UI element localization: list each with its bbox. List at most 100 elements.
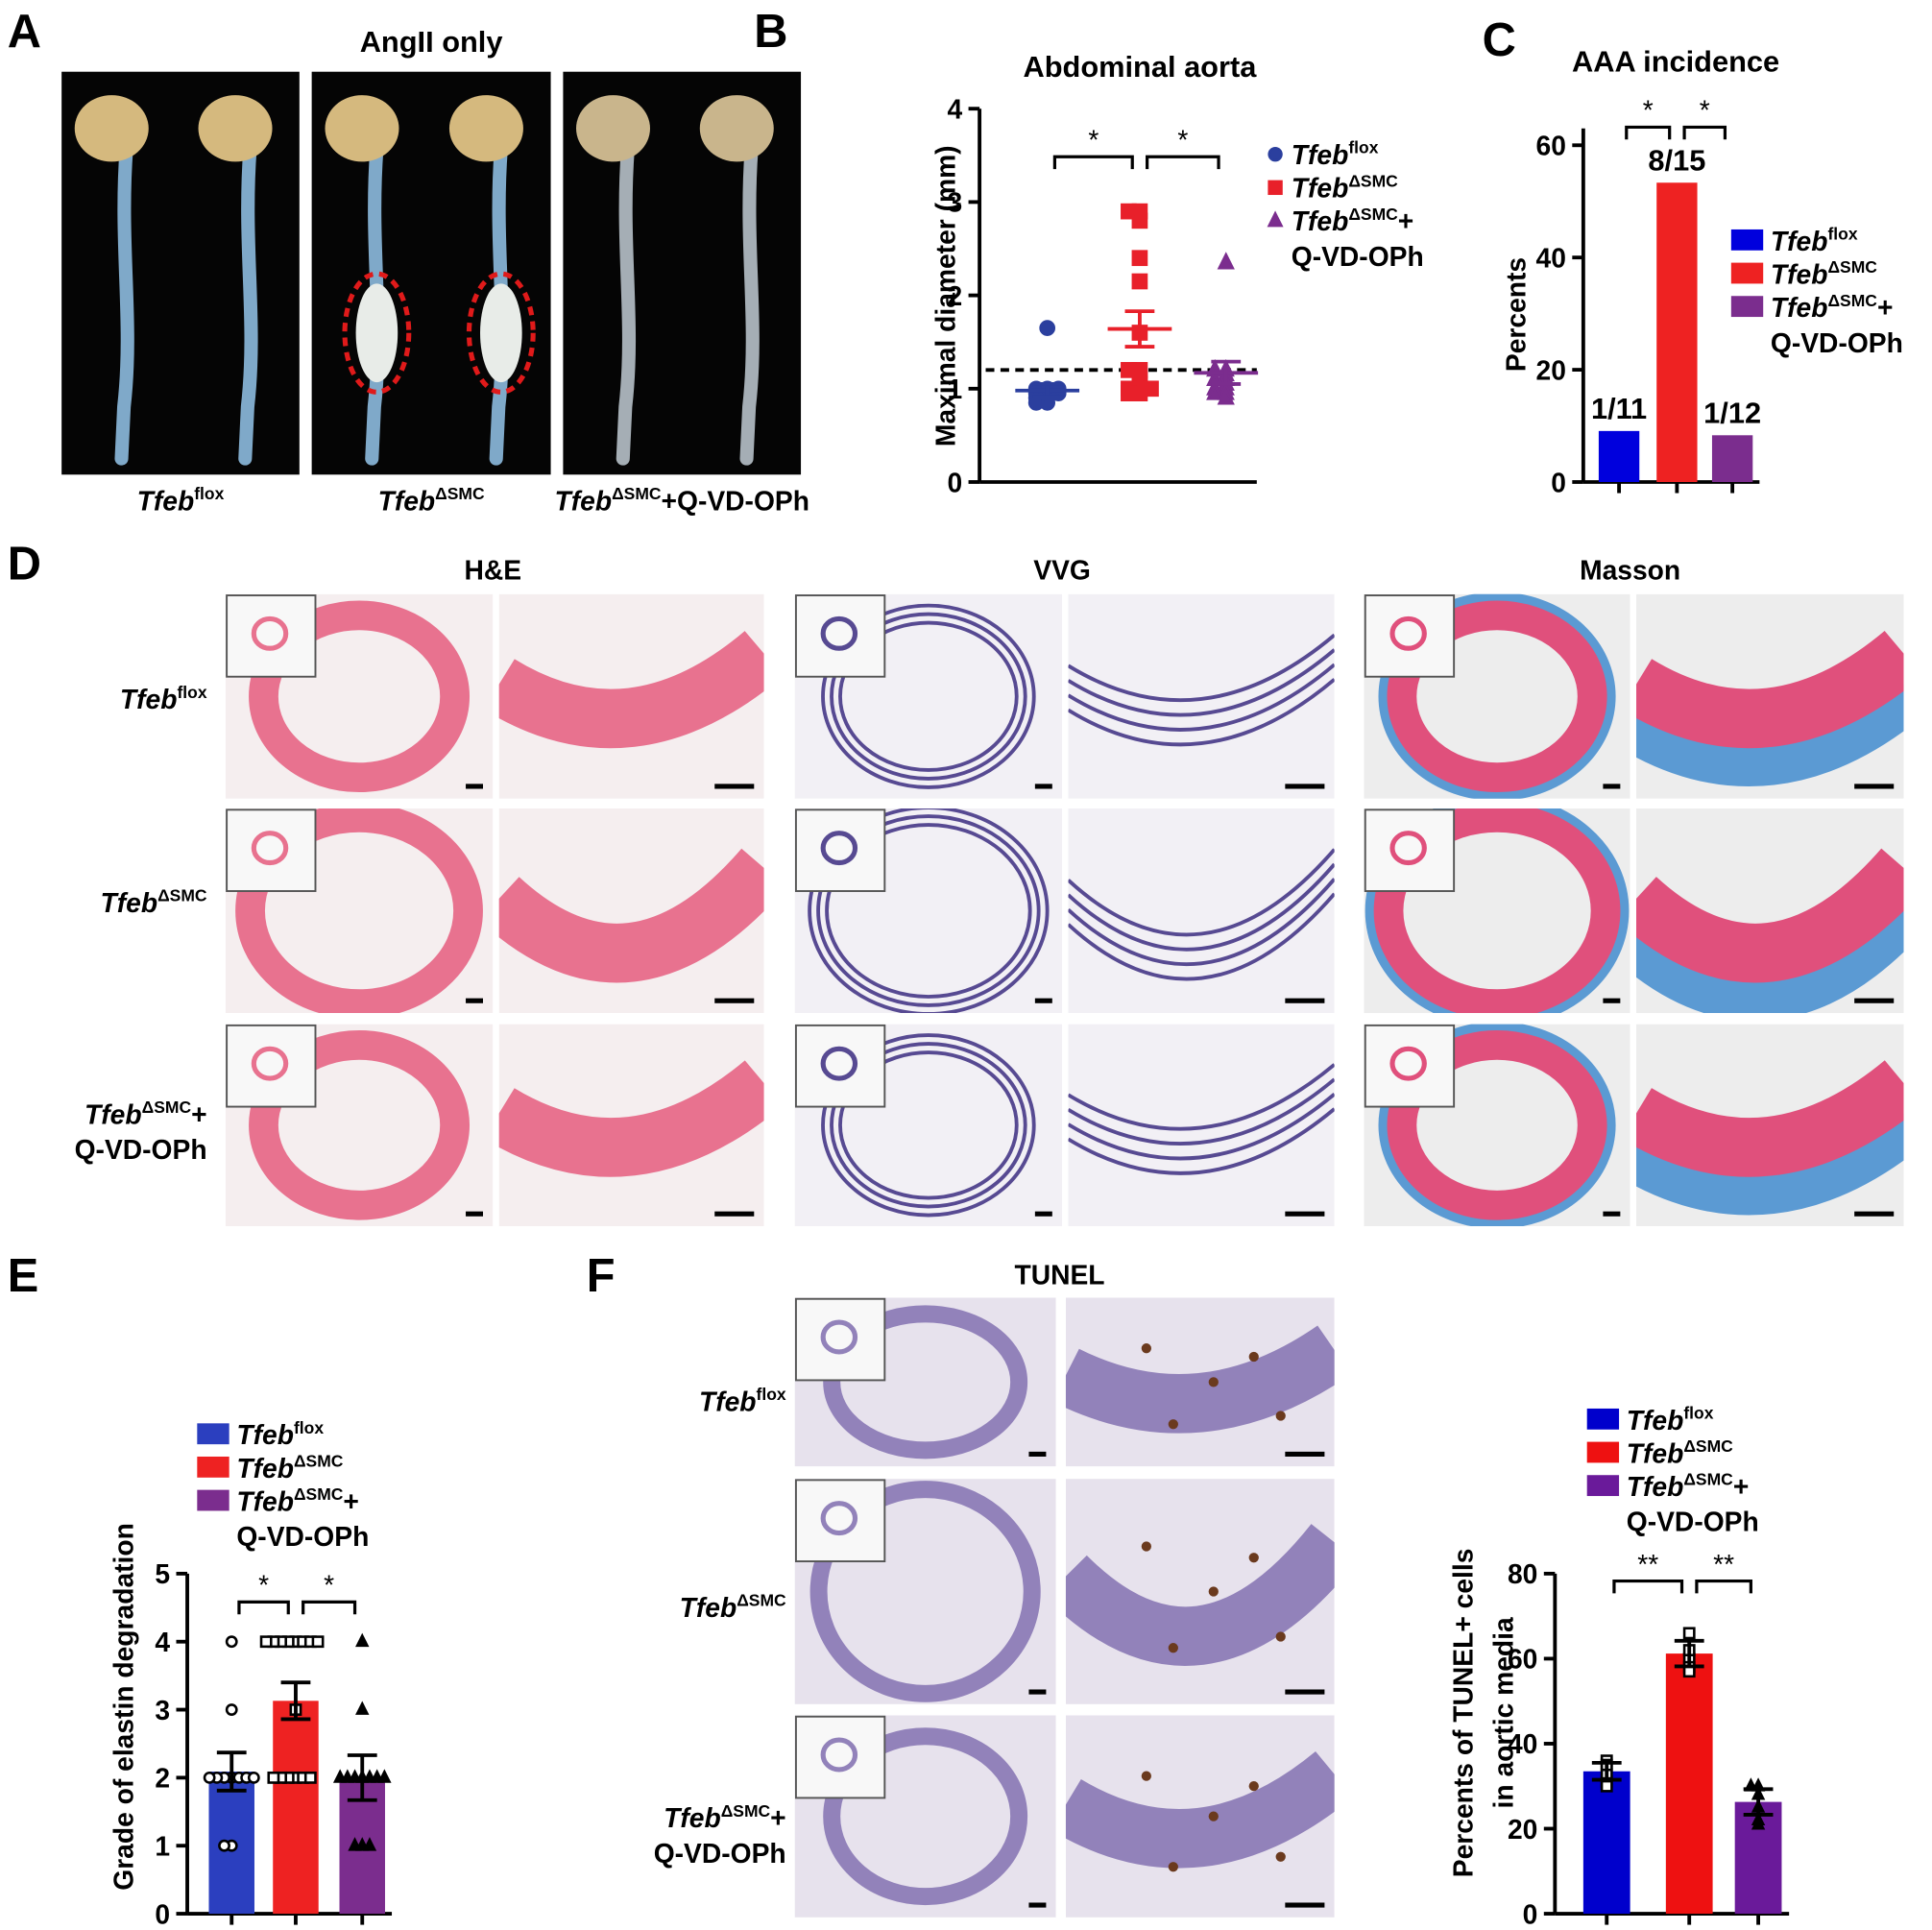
histology-image [1065, 1297, 1335, 1467]
bar [1665, 1653, 1713, 1915]
significance-label: ** [1637, 1549, 1658, 1580]
y-tick-label: 1 [155, 1830, 170, 1861]
point [377, 1769, 392, 1783]
scale-bar [714, 1211, 755, 1217]
scale-bar [1854, 784, 1895, 789]
inset-vessel [820, 1737, 858, 1773]
y-tick-label: 1 [947, 374, 962, 404]
significance-bracket [1612, 1579, 1684, 1594]
y-tick-label: 4 [947, 93, 962, 124]
significance-label: * [1177, 125, 1188, 156]
row-label-main: Tfeb [699, 1387, 757, 1417]
scale-bar [466, 784, 483, 789]
legend-label-line2: Q-VD-OPh [236, 1521, 369, 1552]
vessel-wall [1065, 1750, 1335, 1869]
row-label-main: Tfeb [680, 1592, 737, 1623]
y-tick-label: 0 [1523, 1898, 1538, 1929]
row-label-suffix: + [770, 1802, 785, 1833]
point [1131, 273, 1148, 290]
nucleus [1168, 1862, 1178, 1872]
bar [1656, 182, 1698, 482]
photo-label: Tfebflox [137, 484, 225, 516]
elastic-lamina [1068, 633, 1335, 703]
legend-label-line2: Q-VD-OPh [1771, 327, 1903, 358]
y-axis-label: Percents [1501, 257, 1532, 372]
legend-label-sup: flox [1683, 1403, 1713, 1422]
significance-label: * [324, 1570, 334, 1601]
scale-bar [466, 1211, 483, 1217]
row-label-sup: ΔSMC [142, 1098, 192, 1117]
legend-swatch [197, 1423, 229, 1445]
row-label: Tfebflox [699, 1385, 786, 1416]
bar [1582, 1771, 1630, 1915]
legend-swatch [197, 1489, 229, 1511]
legend-label: TfebΔSMC+ [236, 1484, 359, 1516]
histology-image [1636, 808, 1904, 1014]
elastic-lamina [830, 1042, 1027, 1209]
panel-letter: A [8, 6, 41, 58]
legend-label: TfebΔSMC [1292, 171, 1398, 203]
vessel-wall [1373, 808, 1621, 1014]
legend-label-sup: ΔSMC [1827, 291, 1877, 310]
row-label-sup: flox [757, 1385, 786, 1404]
nucleus [1208, 1377, 1219, 1387]
aneurysm [355, 283, 398, 383]
y-tick-label: 60 [1536, 131, 1566, 161]
scale-bar [1285, 1902, 1325, 1908]
significance-bracket [1682, 125, 1727, 140]
legend-label-main: Tfeb [1292, 139, 1349, 170]
nucleus [1141, 1541, 1151, 1552]
vessel-wall [249, 1029, 471, 1220]
legend-swatch [1586, 1475, 1620, 1497]
point [1039, 320, 1056, 336]
histology-image [225, 808, 494, 1014]
legend-label-suffix: + [1733, 1471, 1749, 1502]
inset-vessel [251, 1046, 289, 1081]
point [259, 1635, 273, 1649]
inset-vessel [1389, 831, 1427, 866]
nucleus [1168, 1643, 1178, 1653]
legend-swatch [1586, 1408, 1620, 1430]
inset-vessel [820, 1319, 858, 1355]
legend-swatch [1586, 1441, 1620, 1463]
histology-image [498, 593, 764, 799]
elastic-lamina [821, 603, 1036, 789]
value-label: 8/15 [1648, 143, 1705, 177]
heart [74, 95, 149, 162]
panel-letter: B [754, 6, 787, 58]
point [1217, 252, 1235, 270]
significance-label: * [1088, 125, 1099, 156]
y-tick-label: 40 [1508, 1728, 1537, 1759]
point [1143, 380, 1159, 398]
photo-label-main: Tfeb [137, 486, 195, 517]
point [1121, 385, 1137, 402]
elastic-lamina [1068, 848, 1335, 937]
legend-label-main: Tfeb [236, 1419, 294, 1450]
point [225, 1635, 238, 1649]
scale-bar [1285, 1451, 1325, 1457]
elastic-lamina [825, 823, 1032, 999]
histology-image [225, 593, 494, 799]
nucleus [1248, 1780, 1259, 1792]
row-label: Tfebflox [120, 683, 207, 714]
legend-label-main: Tfeb [1771, 258, 1828, 289]
legend-label: Tfebflox [1627, 1403, 1714, 1435]
point [303, 1771, 317, 1784]
inset [794, 808, 886, 892]
scale-bar [466, 998, 483, 1003]
legend-marker [1268, 146, 1283, 162]
histology-image [1636, 1024, 1904, 1227]
elastic-lamina [830, 612, 1027, 781]
bar [1711, 435, 1753, 482]
scale-bar [714, 998, 755, 1003]
elastic-lamina [816, 814, 1041, 1007]
panel-letter: C [1483, 14, 1516, 66]
histology-image [794, 1479, 1056, 1704]
vessel-wall [498, 1060, 764, 1177]
scale-bar [1285, 1689, 1325, 1695]
row-label-sup: ΔSMC [157, 886, 207, 905]
panel-letter: E [8, 1250, 39, 1302]
inset [794, 1024, 886, 1108]
panel-title: AngII only [360, 25, 503, 59]
vessel-wall [823, 1727, 1028, 1906]
